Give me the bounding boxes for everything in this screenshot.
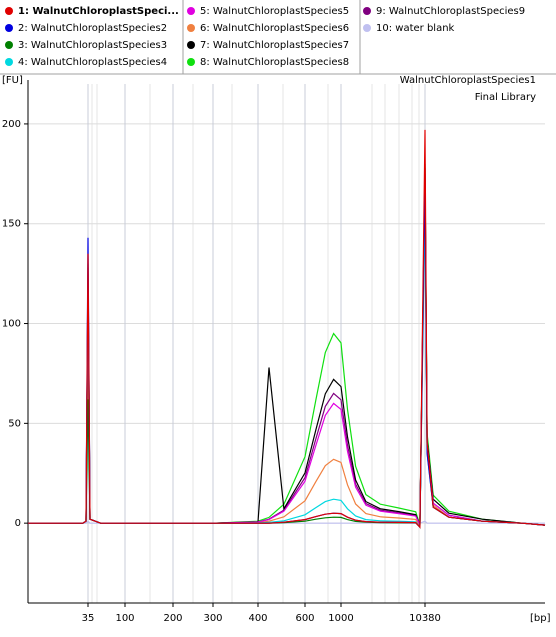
legend-marker <box>5 24 13 32</box>
y-tick-label: 150 <box>2 219 21 230</box>
x-tick-label: 10380 <box>409 613 441 624</box>
series-line <box>28 193 546 530</box>
x-tick-label: 300 <box>203 613 222 624</box>
legend-marker <box>363 7 371 15</box>
legend-marker <box>187 24 195 32</box>
legend-panel <box>0 0 556 74</box>
x-axis-label: [bp] <box>530 613 551 624</box>
legend-marker <box>187 41 195 49</box>
x-tick-label: 600 <box>295 613 314 624</box>
legend-label: 5: WalnutChloroplastSpecies5 <box>200 6 349 17</box>
x-tick-label: 400 <box>248 613 267 624</box>
legend-label: 6: WalnutChloroplastSpecies6 <box>200 23 349 34</box>
legend-label: 10: water blank <box>376 23 455 34</box>
x-tick-label: 1000 <box>328 613 353 624</box>
series-line <box>28 187 546 526</box>
chart-subtitle: Final Library <box>475 92 536 103</box>
series-line <box>28 183 546 526</box>
y-tick-label: 0 <box>15 518 21 529</box>
y-tick-label: 50 <box>8 418 21 429</box>
legend-label: 9: WalnutChloroplastSpecies9 <box>376 6 525 17</box>
legend-marker <box>5 41 13 49</box>
legend-label: 8: WalnutChloroplastSpecies8 <box>200 57 349 68</box>
legend-label: 3: WalnutChloroplastSpecies3 <box>18 40 167 51</box>
series-line <box>28 173 546 529</box>
series-line <box>28 203 546 529</box>
legend-marker <box>5 7 13 15</box>
series-line <box>28 167 546 526</box>
x-tick-label: 100 <box>115 613 134 624</box>
chart-title: WalnutChloroplastSpecies1 <box>400 75 536 86</box>
legend-marker <box>363 24 371 32</box>
series-line <box>28 179 546 526</box>
y-tick-label: 200 <box>2 119 21 130</box>
legend-marker <box>187 58 195 66</box>
legend-marker <box>5 58 13 66</box>
x-tick-label: 200 <box>163 613 182 624</box>
series-line <box>28 129 546 529</box>
legend-label: 1: WalnutChloroplastSpeci... <box>18 6 179 17</box>
y-tick-label: 100 <box>2 319 21 330</box>
y-axis-label: [FU] <box>2 75 23 86</box>
legend-label: 2: WalnutChloroplastSpecies2 <box>18 23 167 34</box>
legend-marker <box>187 7 195 15</box>
series-line <box>28 163 546 529</box>
legend-label: 4: WalnutChloroplastSpecies4 <box>18 57 167 68</box>
x-tick-label: 35 <box>82 613 95 624</box>
legend-label: 7: WalnutChloroplastSpecies7 <box>200 40 349 51</box>
